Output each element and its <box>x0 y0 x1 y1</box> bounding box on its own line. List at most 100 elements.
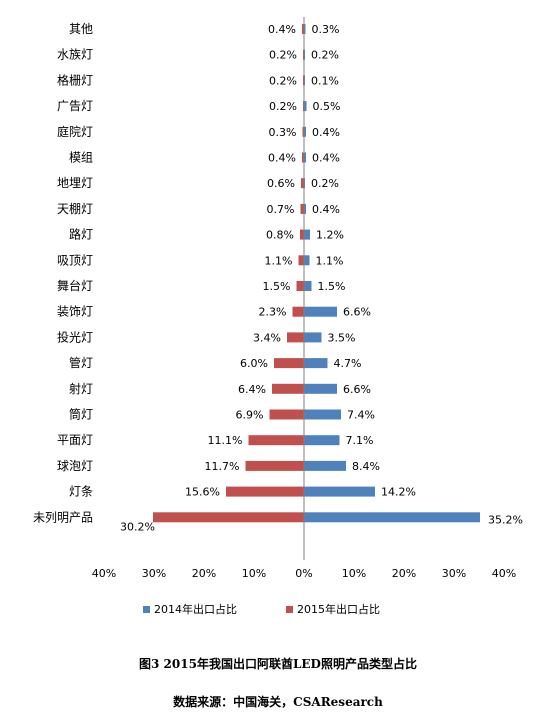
legend-swatch <box>286 606 293 613</box>
category-label: 平面灯 <box>57 433 93 447</box>
x-axis: 40% 30% 20% 10% 0% 10% 20% 30% 40% <box>92 17 516 580</box>
bar-2015 <box>302 126 304 137</box>
value-label-2014: 35.2% <box>488 513 523 526</box>
bar-2014 <box>304 435 340 446</box>
value-label-2015: 0.7% <box>267 203 295 216</box>
value-label-2015: 6.9% <box>236 409 264 422</box>
value-label-2015: 0.4% <box>268 152 296 165</box>
x-tick-label: 20% <box>192 567 216 580</box>
value-label-2015: 0.4% <box>268 23 296 36</box>
value-label-2014: 6.6% <box>343 383 371 396</box>
value-label-2014: 0.1% <box>311 74 339 87</box>
value-label-2014: 0.4% <box>312 203 340 216</box>
value-label-2014: 8.4% <box>352 460 380 473</box>
value-label-2014: 7.1% <box>346 434 374 447</box>
value-label-2015: 2.3% <box>259 306 287 319</box>
category-label: 未列明产品 <box>33 510 93 524</box>
bar-2015 <box>226 486 304 497</box>
category-label: 其他 <box>69 22 93 36</box>
bar-2014 <box>304 203 306 214</box>
value-label-2014: 0.5% <box>313 100 341 113</box>
bar-2015 <box>292 306 304 317</box>
category-label: 灯条 <box>69 485 93 499</box>
value-label-2014: 14.2% <box>381 486 416 499</box>
chart: 其他水族灯格栅灯广告灯庭院灯模组地埋灯天棚灯路灯吸顶灯舞台灯装饰灯投光灯管灯射灯… <box>33 17 523 616</box>
value-label-2014: 0.4% <box>312 152 340 165</box>
category-label: 路灯 <box>69 227 93 242</box>
value-label-2014: 1.5% <box>318 280 346 293</box>
legend-label: 2014年出口占比 <box>154 602 237 616</box>
category-label: 装饰灯 <box>57 305 93 319</box>
value-label-2015: 0.2% <box>269 100 297 113</box>
bar-2015 <box>245 460 304 471</box>
legend-label: 2015年出口占比 <box>297 602 380 616</box>
bar-2014 <box>304 306 337 317</box>
value-label-2014: 1.1% <box>316 254 344 267</box>
value-label-2014: 3.5% <box>328 331 356 344</box>
legend: 2014年出口占比 2015年出口占比 <box>143 602 380 616</box>
x-tick-label: 30% <box>442 567 466 580</box>
value-label-2014: 7.4% <box>347 409 375 422</box>
value-label-2015: 6.4% <box>238 383 266 396</box>
value-label-2015: 0.3% <box>269 126 297 139</box>
category-label: 管灯 <box>69 355 93 370</box>
bar-2014 <box>304 255 310 266</box>
value-label-2014: 0.2% <box>311 49 339 62</box>
category-label: 广告灯 <box>57 99 93 113</box>
category-label: 舞台灯 <box>57 278 93 293</box>
x-tick-label: 20% <box>392 567 416 580</box>
value-label-2015: 1.5% <box>263 280 291 293</box>
x-tick-label: 10% <box>342 567 366 580</box>
category-label: 射灯 <box>69 381 93 396</box>
category-label: 格栅灯 <box>57 72 93 87</box>
category-label: 庭院灯 <box>57 124 93 139</box>
value-label-2014: 0.3% <box>312 23 340 36</box>
bar-2015 <box>248 435 304 446</box>
bars <box>153 24 480 523</box>
category-label: 水族灯 <box>57 48 93 62</box>
figure-caption: 图3 2015年我国出口阿联酋LED照明产品类型占比 <box>139 657 417 671</box>
value-label-2015: 6.0% <box>240 357 268 370</box>
category-label: 天棚灯 <box>57 201 93 216</box>
value-label-2014: 0.2% <box>311 177 339 190</box>
category-labels: 其他水族灯格栅灯广告灯庭院灯模组地埋灯天棚灯路灯吸顶灯舞台灯装饰灯投光灯管灯射灯… <box>33 22 93 524</box>
value-label-2014: 4.7% <box>334 357 362 370</box>
bar-2015 <box>287 332 304 343</box>
bar-2014 <box>304 101 307 112</box>
bar-2015 <box>300 229 304 240</box>
value-label-2015: 15.6% <box>185 486 220 499</box>
x-tick-label: 40% <box>92 567 116 580</box>
category-label: 地埋灯 <box>57 176 93 190</box>
value-label-2015: 0.2% <box>269 74 297 87</box>
category-label: 模组 <box>69 151 93 165</box>
bar-2014 <box>304 409 341 420</box>
bar-2015 <box>302 24 304 34</box>
value-label-2015: 11.1% <box>208 434 243 447</box>
bar-2014 <box>304 281 312 291</box>
bar-2014 <box>304 152 306 163</box>
x-tick-label: 10% <box>242 567 266 580</box>
bar-2014 <box>304 126 306 137</box>
bar-2015 <box>298 255 304 266</box>
bar-2015 <box>272 383 304 394</box>
bar-2014 <box>304 383 337 394</box>
x-tick-label: 0% <box>295 567 312 580</box>
value-label-2015: 1.1% <box>265 254 293 267</box>
bar-2015 <box>301 178 304 189</box>
data-source-note: 数据来源：中国海关，CSAResearch <box>173 695 383 709</box>
bar-2015 <box>296 281 304 291</box>
bar-2015 <box>153 512 304 523</box>
value-label-2014: 1.2% <box>316 229 344 242</box>
value-label-2015: 0.6% <box>267 177 295 190</box>
bar-2015 <box>274 358 304 369</box>
value-label-2015: 0.2% <box>269 49 297 62</box>
value-label-2015: 0.8% <box>266 229 294 242</box>
legend-swatch <box>143 606 150 613</box>
category-label: 球泡灯 <box>57 459 93 473</box>
value-label-2014: 0.4% <box>312 126 340 139</box>
value-label-2015: 3.4% <box>253 331 281 344</box>
value-label-2014: 6.6% <box>343 306 371 319</box>
bar-2014 <box>304 512 480 523</box>
bar-2015 <box>269 409 304 420</box>
category-label: 筒灯 <box>69 407 93 422</box>
